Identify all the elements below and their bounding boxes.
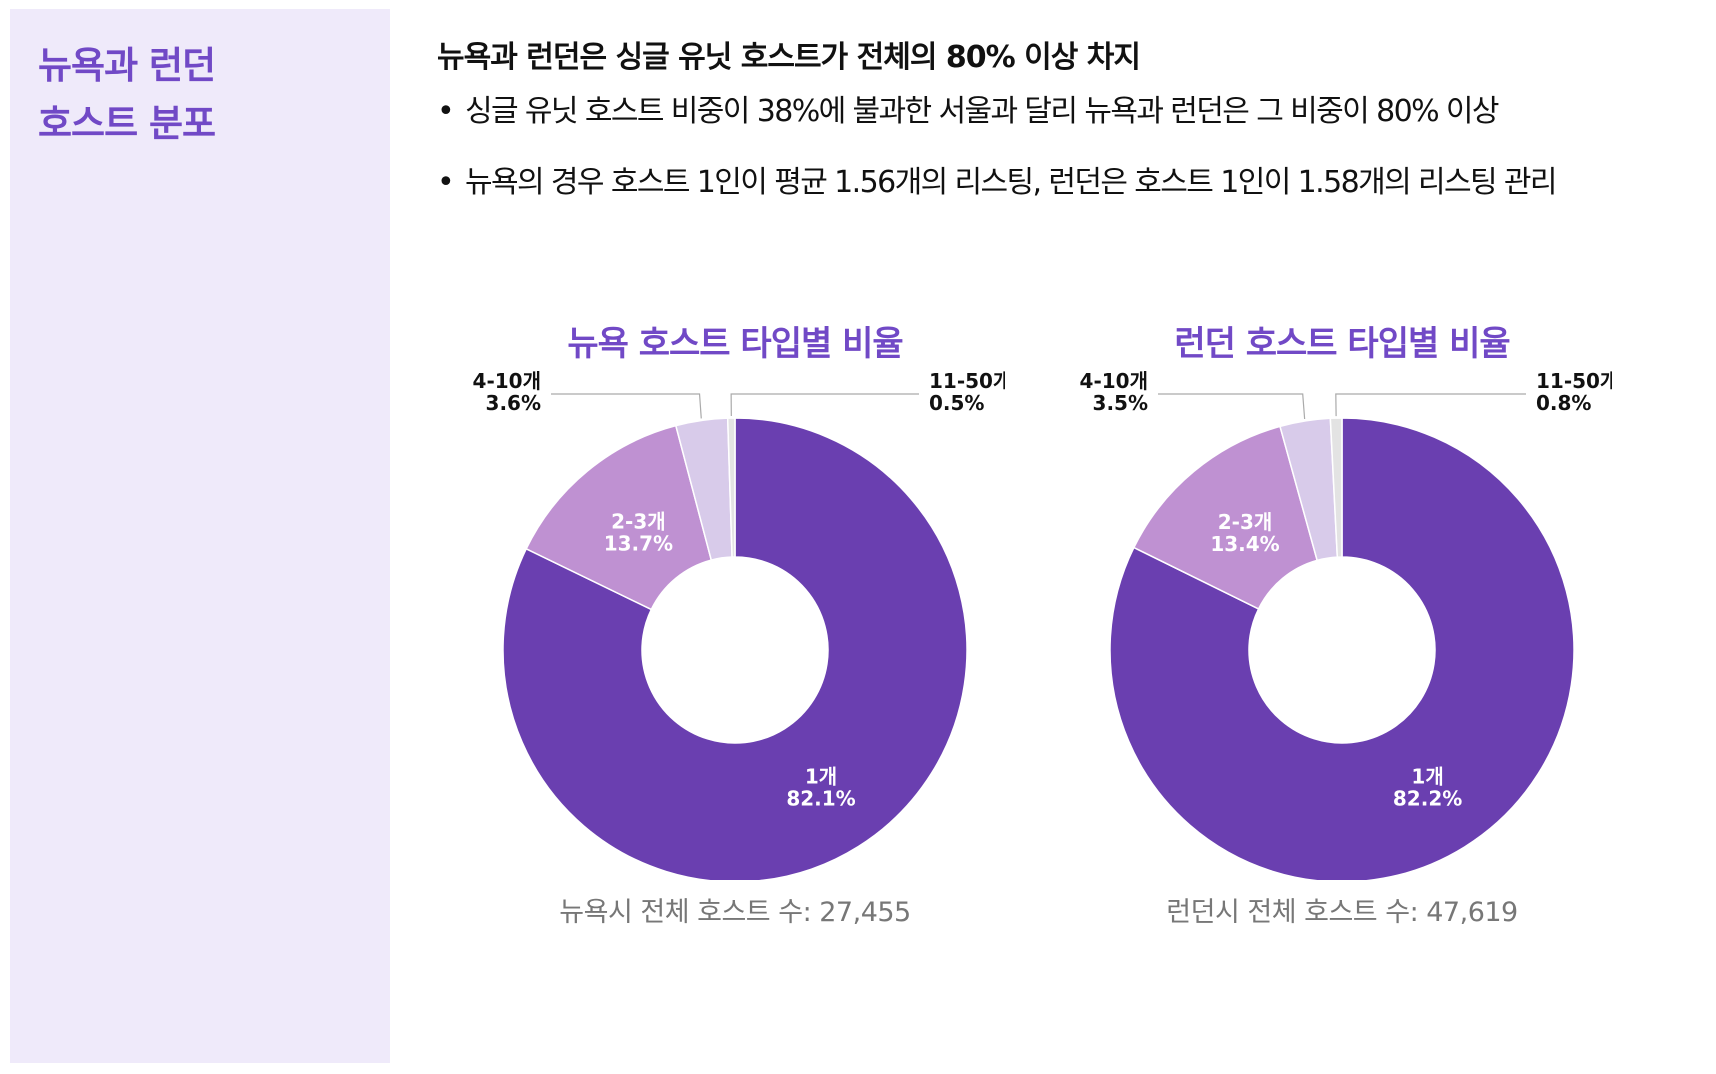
leader-line [1335,393,1526,417]
bullet-dot-icon: • [437,165,455,200]
slice-label: 1개 82.1% [786,764,855,810]
slice-label-outer: 11-50개 0.5% [929,369,1005,415]
chart-footer: 런던시 전체 호스트 수: 47,619 [1166,897,1518,928]
donut-slice [726,417,736,558]
chart-title: 런던 호스트 타입별 비율 [1174,324,1510,364]
slice-label-outer: 4-10개 3.5% [1080,369,1148,415]
donut-slice [1109,417,1575,880]
sidebar-title: 뉴욕과 런던 호스트 분포 [38,37,216,153]
bullet-text: 싱글 유닛 호스트 비중이 38%에 불과한 서울과 달리 뉴욕과 런던은 그 … [465,94,1500,129]
slice-label: 2-3개 13.7% [604,510,673,556]
leader-line [1158,393,1306,420]
chart-newyork: 뉴욕 호스트 타입별 비율 1개 82.1% 2-3개 13.7% 4-10개 3.6% 1… [465,300,1005,940]
leader-line [551,393,702,419]
donut-chart-newyork: 1개 82.1% 2-3개 13.7% 4-10개 3.6% 11-50개 0.5% [473,369,1005,880]
sidebar-title-line2: 호스트 분포 [38,102,216,145]
chart-title: 뉴욕 호스트 타입별 비율 [567,324,903,364]
sidebar-title-line1: 뉴욕과 런던 [38,44,216,87]
slice-label-outer: 11-50개 0.8% [1536,369,1612,415]
bullet-list: • 싱글 유닛 호스트 비중이 38%에 불과한 서울과 달리 뉴욕과 런던은 … [437,92,1558,234]
donut-chart-london: 1개 82.2% 2-3개 13.4% 4-10개 3.5% 11-50개 0.8% [1080,369,1612,880]
slice-label: 1개 82.2% [1393,765,1462,811]
donut-slice [502,417,968,880]
bullet-dot-icon: • [437,94,455,129]
slice-label: 2-3개 13.4% [1210,510,1279,556]
chart-london: 런던 호스트 타입별 비율 1개 82.2% 2-3개 13.4% 4-10개 3.5% 1… [1072,300,1612,940]
donut-slice [525,424,713,611]
headline: 뉴욕과 런던은 싱글 유닛 호스트가 전체의 80% 이상 차지 [437,40,1141,75]
slice-label-outer: 4-10개 3.6% [473,369,541,415]
bullet-text: 뉴욕의 경우 호스트 1인이 평균 1.56개의 리스팅, 런던은 호스트 1인… [465,165,1558,200]
bullet-item: • 싱글 유닛 호스트 비중이 38%에 불과한 서울과 달리 뉴욕과 런던은 … [437,92,1556,132]
bullet-item: • 뉴욕의 경우 호스트 1인이 평균 1.56개의 리스팅, 런던은 호스트 … [437,163,1558,203]
sidebar: 뉴욕과 런던 호스트 분포 [10,9,390,1063]
donut-slice [1132,425,1319,610]
donut-slice [1329,417,1343,558]
leader-line [730,393,919,417]
chart-footer: 뉴욕시 전체 호스트 수: 27,455 [559,897,911,928]
